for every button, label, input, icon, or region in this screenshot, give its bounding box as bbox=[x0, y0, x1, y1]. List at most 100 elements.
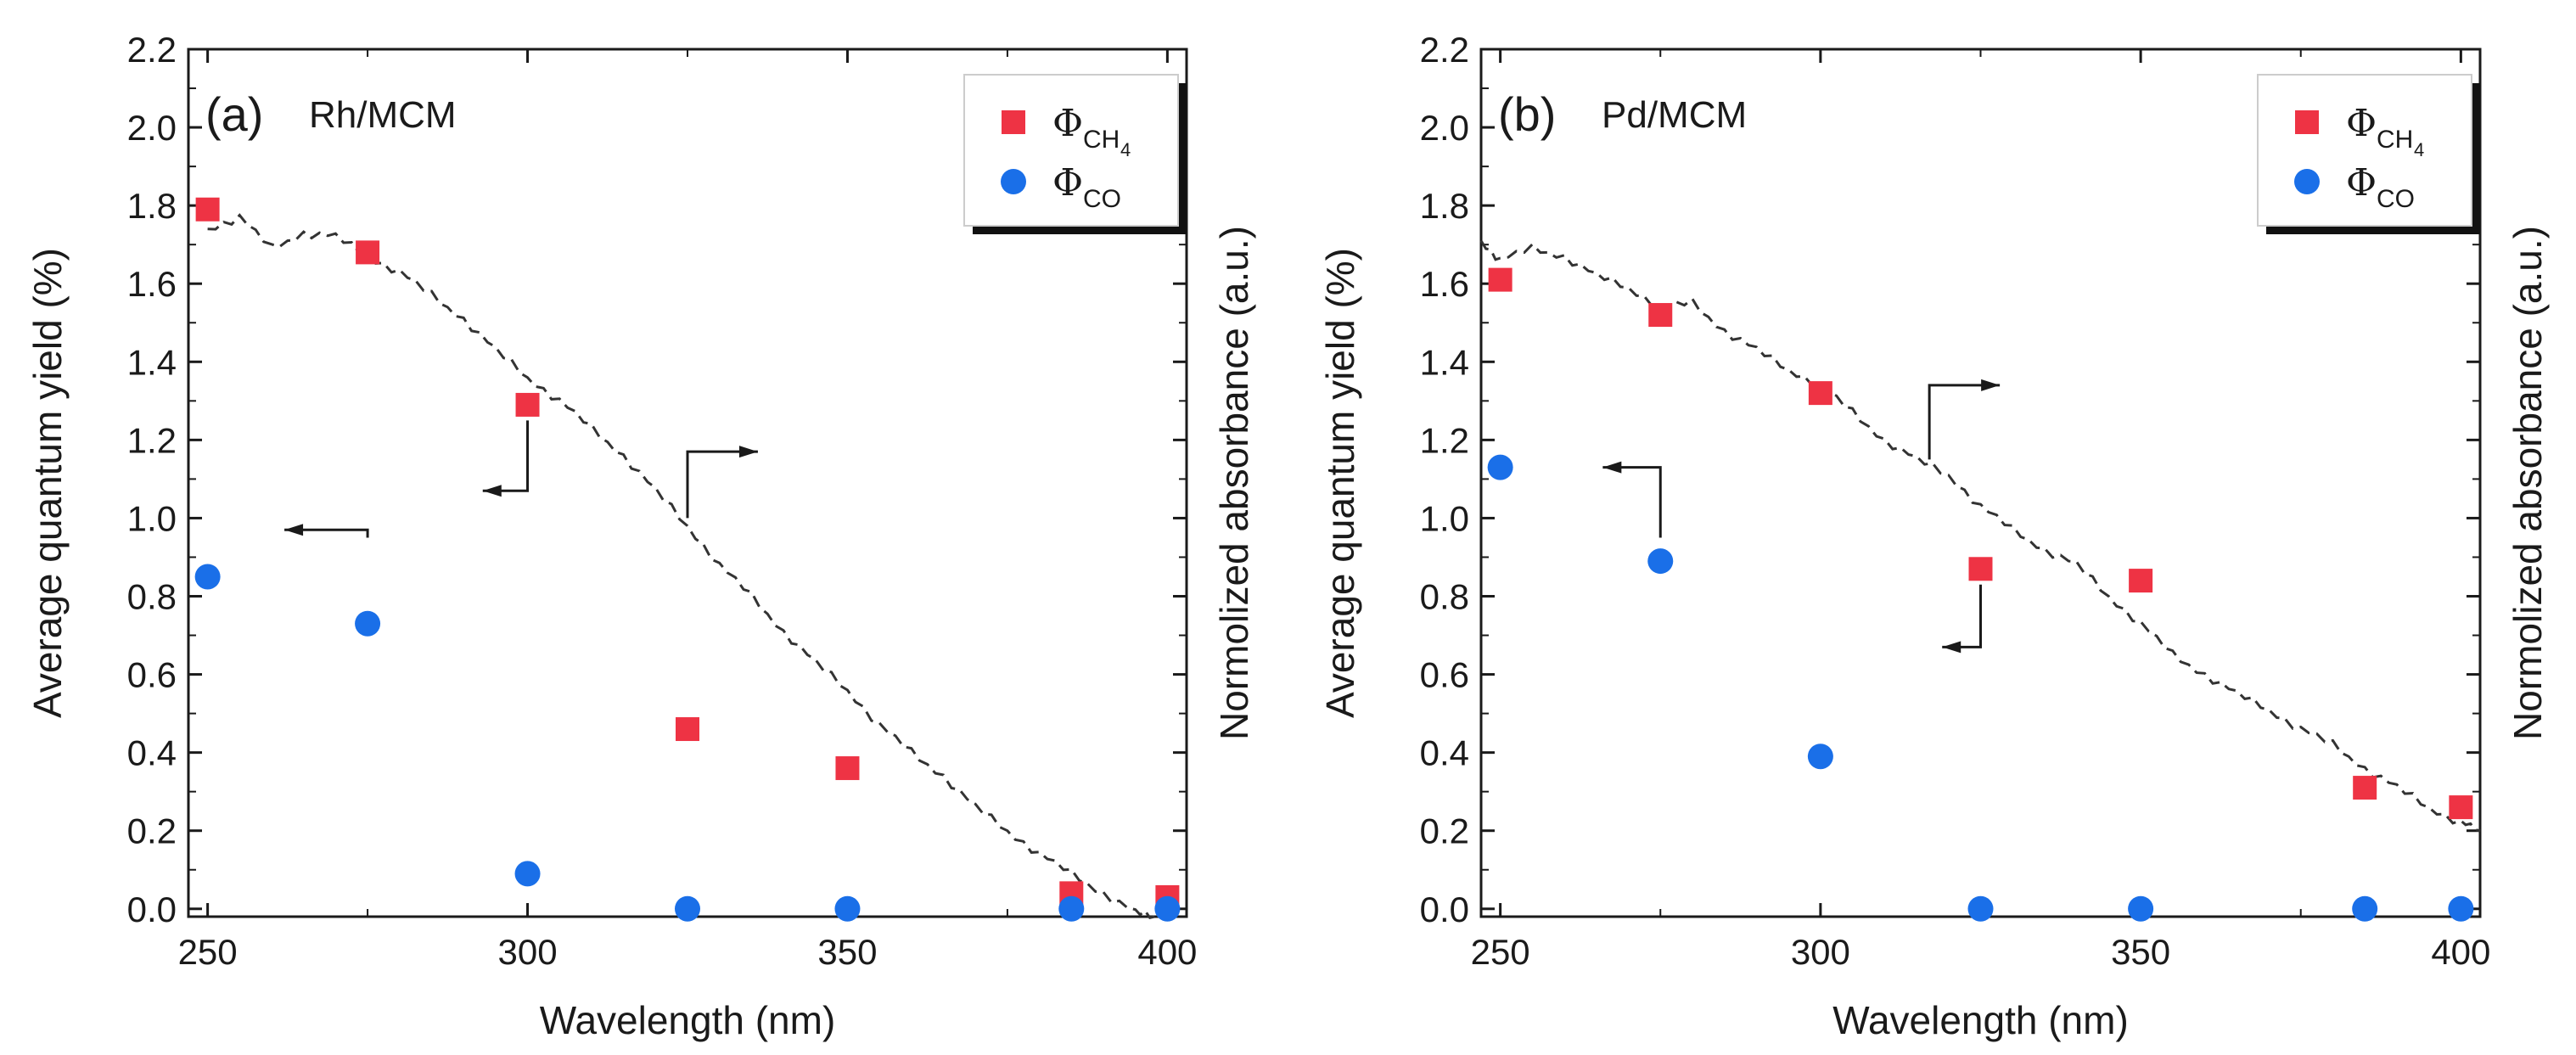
x-axis-label: Wavelength (nm) bbox=[1832, 998, 2129, 1042]
ch4-point bbox=[2129, 569, 2153, 593]
arrow-head bbox=[284, 524, 304, 536]
co-point bbox=[514, 861, 541, 887]
x-axis-label: Wavelength (nm) bbox=[540, 998, 836, 1042]
absorbance-line bbox=[207, 213, 1155, 919]
x-tick-label: 250 bbox=[1471, 932, 1530, 972]
y-tick-label: 0.8 bbox=[1420, 577, 1469, 617]
y-tick-label: 1.8 bbox=[1420, 186, 1469, 226]
ch4-point bbox=[515, 392, 540, 417]
x-tick-label: 250 bbox=[178, 932, 238, 972]
co-point bbox=[194, 564, 221, 590]
axis-pointer-left bbox=[1942, 584, 1982, 654]
panel-name: Pd/MCM bbox=[1602, 94, 1747, 136]
arrow-head bbox=[482, 485, 502, 497]
y-tick-label: 1.0 bbox=[127, 498, 177, 538]
legend-ch4-marker bbox=[2295, 110, 2319, 134]
ch4-point bbox=[835, 756, 860, 781]
y-tick-label: 1.6 bbox=[1420, 264, 1469, 304]
y-tick-label: 1.2 bbox=[127, 420, 177, 460]
legend-ch4-marker bbox=[1002, 110, 1025, 134]
ch4-point bbox=[2449, 795, 2473, 820]
x-tick-label: 300 bbox=[497, 932, 557, 972]
legend-ch4-num: 4 bbox=[1120, 139, 1131, 160]
y-axis-label: Average quantum yield (%) bbox=[1318, 248, 1362, 718]
legend-ch4-num: 4 bbox=[2414, 139, 2424, 160]
y-tick-label: 2.0 bbox=[127, 108, 177, 148]
arrow-stem bbox=[1928, 384, 2001, 460]
co-point bbox=[1487, 454, 1513, 480]
legend-ch4-sub: CH bbox=[1083, 126, 1120, 154]
axis-pointer-left bbox=[284, 524, 369, 538]
x-tick-label: 350 bbox=[817, 932, 877, 972]
y2-axis-label: Normolized absorbance (a.u.) bbox=[2506, 226, 2550, 740]
y-tick-label: 0.0 bbox=[127, 889, 177, 929]
panel-label: (a) bbox=[205, 87, 263, 141]
absorbance-line bbox=[1479, 239, 2481, 833]
panel-b: 0.0 0.2 0.4 0.6 0.8 1.0 1.2 1.4 1.6 1.8 2.0 2.2 250 3… bbox=[1318, 30, 2550, 1042]
ch4-point bbox=[1488, 267, 1512, 292]
arrow-head bbox=[738, 446, 758, 458]
y-tick-label: 1.4 bbox=[127, 342, 177, 382]
ch4-point bbox=[676, 717, 699, 742]
co-point bbox=[2128, 895, 2154, 922]
y-tick-label: 0.6 bbox=[1420, 655, 1469, 695]
arrow-stem bbox=[482, 420, 530, 492]
x-tick-label: 300 bbox=[1791, 932, 1850, 972]
axis-pointer-right bbox=[686, 446, 758, 519]
y-tick-label: 2.0 bbox=[1420, 108, 1469, 148]
arrow-head bbox=[1942, 641, 1961, 654]
legend: Φ CH 4Φ CO bbox=[963, 74, 1179, 227]
y-axis-label: Average quantum yield (%) bbox=[25, 248, 70, 718]
x-tick-label: 400 bbox=[2431, 932, 2490, 972]
co-point bbox=[2448, 895, 2474, 922]
axis-pointer-left bbox=[482, 420, 530, 497]
legend-co-marker bbox=[1001, 169, 1026, 194]
co-point bbox=[1647, 548, 1674, 575]
axis-pointer-right bbox=[1928, 379, 2001, 460]
co-point bbox=[834, 895, 861, 922]
ch4-point bbox=[1648, 303, 1673, 328]
y-tick-label: 0.6 bbox=[127, 655, 177, 695]
ch4-point bbox=[2353, 776, 2377, 800]
y-tick-label: 0.4 bbox=[1420, 733, 1469, 773]
co-point bbox=[2352, 895, 2378, 922]
arrow-head bbox=[1602, 461, 1622, 474]
ch4-point bbox=[1968, 557, 1993, 581]
y-tick-label: 0.8 bbox=[127, 577, 177, 617]
co-point bbox=[675, 895, 700, 922]
y2-axis-label: Normolized absorbance (a.u.) bbox=[1212, 226, 1256, 740]
legend-co-sub: CO bbox=[1083, 185, 1121, 213]
panel-name: Rh/MCM bbox=[309, 94, 457, 136]
y-tick-label: 0.2 bbox=[127, 811, 177, 851]
legend-phi-symbol: Φ bbox=[2346, 161, 2377, 205]
y-tick-label: 0.0 bbox=[1420, 889, 1469, 929]
arrow-stem bbox=[686, 450, 758, 519]
legend-phi-symbol: Φ bbox=[1052, 102, 1083, 145]
ch4-point bbox=[195, 197, 220, 222]
x-tick-label: 400 bbox=[1137, 932, 1197, 972]
co-point bbox=[1058, 895, 1085, 922]
y-tick-label: 1.4 bbox=[1420, 342, 1469, 382]
arrow-head bbox=[1981, 379, 2001, 391]
legend-co-marker bbox=[2294, 169, 2320, 194]
x-tick-label: 350 bbox=[2111, 932, 2170, 972]
panel-a: 0.0 0.2 0.4 0.6 0.8 1.0 1.2 1.4 1.6 1.8 2.0 2.2 250 3… bbox=[25, 30, 1256, 1042]
y-tick-label: 1.6 bbox=[127, 264, 177, 304]
legend-ch4-sub: CH bbox=[2377, 126, 2413, 154]
y-tick-label: 1.8 bbox=[127, 186, 177, 226]
legend-frame bbox=[2257, 74, 2472, 227]
y-tick-label: 1.0 bbox=[1420, 498, 1469, 538]
arrow-stem bbox=[284, 528, 369, 538]
ch4-point bbox=[356, 240, 380, 265]
co-point bbox=[1154, 895, 1181, 922]
legend-co-sub: CO bbox=[2377, 185, 2415, 213]
y-tick-label: 1.2 bbox=[1420, 420, 1469, 460]
y-tick-label: 0.2 bbox=[1420, 811, 1469, 851]
co-point bbox=[1967, 895, 1994, 922]
arrow-stem bbox=[1602, 466, 1662, 538]
legend-phi-symbol: Φ bbox=[2346, 102, 2377, 145]
co-point bbox=[355, 610, 381, 637]
y-tick-label: 2.2 bbox=[1420, 30, 1469, 70]
y-tick-label: 0.4 bbox=[127, 733, 177, 773]
